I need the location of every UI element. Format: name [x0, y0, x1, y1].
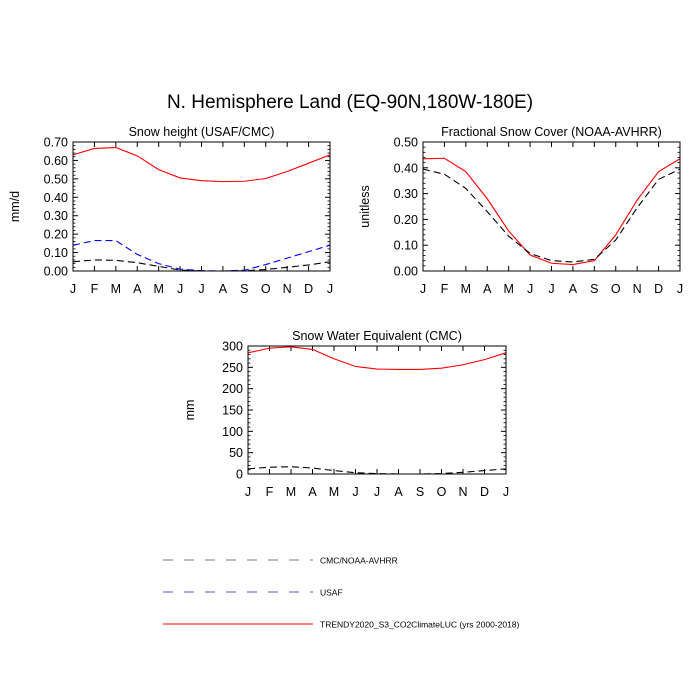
- x-tick-label: N: [633, 282, 642, 296]
- y-tick-label: 0: [236, 468, 243, 482]
- x-tick-label: M: [461, 282, 471, 296]
- y-tick-label: 100: [222, 425, 243, 439]
- chart-panel-3: Snow Water Equivalent (CMC) 0 50 100 150 200 2…: [183, 329, 509, 499]
- x-tick-label: S: [416, 485, 424, 499]
- x-tick-label: M: [286, 485, 296, 499]
- x-tick-label: O: [611, 282, 621, 296]
- x-tick-label: S: [240, 282, 248, 296]
- x-tick-label: D: [304, 282, 313, 296]
- x-tick-label: J: [352, 485, 358, 499]
- chart-panels: Snow height (USAF/CMC) 0.00 0.10 0.20 0.30 0.…: [8, 125, 683, 499]
- y-tick-label: 0.00: [44, 265, 68, 279]
- y-tick-label: 0.50: [44, 172, 68, 186]
- y-axis-label: mm: [183, 400, 197, 421]
- y-axis-label: mm/d: [8, 191, 22, 222]
- x-tick-label: M: [329, 485, 339, 499]
- legend-label: USAF: [320, 588, 343, 598]
- x-tick-label: J: [70, 282, 76, 296]
- chart-title: Snow height (USAF/CMC): [129, 125, 275, 139]
- x-tick-label: J: [245, 485, 251, 499]
- series-line-trendy2020-s3-co2climateluc-yrs-2000-2018: [422, 157, 681, 266]
- y-tick-label: 0.30: [394, 187, 418, 201]
- x-tick-label: J: [527, 282, 533, 296]
- chart-title: Snow Water Equivalent (CMC): [292, 329, 462, 343]
- series-line-cmc-noaa-avhrr: [422, 168, 681, 263]
- x-tick-label: O: [437, 485, 447, 499]
- x-tick-label: A: [133, 282, 142, 296]
- y-tick-label: 200: [222, 382, 243, 396]
- x-tick-label: M: [503, 282, 513, 296]
- x-tick-label: A: [569, 282, 578, 296]
- x-tick-label: J: [327, 282, 333, 296]
- y-axis-label: unitless: [358, 185, 372, 227]
- x-tick-label: J: [420, 282, 426, 296]
- y-tick-label: 0.10: [394, 239, 418, 253]
- series-line-cmc-noaa-avhrr: [247, 466, 507, 475]
- x-tick-label: J: [374, 485, 380, 499]
- x-tick-label: N: [283, 282, 292, 296]
- x-tick-label: N: [458, 485, 467, 499]
- chart-title: Fractional Snow Cover (NOAA-AVHRR): [441, 125, 662, 139]
- y-tick-label: 0.30: [44, 209, 68, 223]
- plot-frame: [72, 141, 331, 272]
- x-tick-label: A: [394, 485, 403, 499]
- y-tick-label: 0.40: [44, 191, 68, 205]
- x-tick-label: J: [677, 282, 683, 296]
- x-tick-label: M: [111, 282, 121, 296]
- chart-panel-1: Snow height (USAF/CMC) 0.00 0.10 0.20 0.30 0.…: [8, 125, 333, 296]
- x-tick-label: F: [91, 282, 99, 296]
- x-tick-label: A: [483, 282, 492, 296]
- legend-label: CMC/NOAA-AVHRR: [320, 556, 398, 566]
- x-tick-label: M: [153, 282, 163, 296]
- series-line-trendy2020-s3-co2climateluc-yrs-2000-2018: [72, 146, 331, 183]
- x-tick-label: J: [198, 282, 204, 296]
- y-tick-label: 50: [229, 446, 243, 460]
- chart-panel-2: Fractional Snow Cover (NOAA-AVHRR) 0.00 0.…: [358, 125, 683, 296]
- y-tick-label: 0.20: [44, 228, 68, 242]
- series-line-cmc-noaa-avhrr: [72, 259, 331, 272]
- figure-title: N. Hemisphere Land (EQ-90N,180W-180E): [167, 92, 533, 113]
- x-tick-label: A: [308, 485, 317, 499]
- x-tick-label: F: [441, 282, 449, 296]
- y-tick-label: 0.50: [394, 136, 418, 150]
- x-tick-label: A: [219, 282, 228, 296]
- x-tick-label: O: [261, 282, 271, 296]
- x-tick-label: D: [654, 282, 663, 296]
- legend: CMC/NOAA-AVHRR USAF TRENDY2020_S3_CO2Clima…: [163, 556, 520, 630]
- y-tick-label: 300: [222, 340, 243, 354]
- y-tick-label: 0.40: [394, 161, 418, 175]
- plot-frame: [247, 345, 507, 475]
- x-tick-label: J: [177, 282, 183, 296]
- y-tick-label: 0.00: [394, 265, 418, 279]
- y-tick-label: 0.20: [394, 213, 418, 227]
- y-tick-label: 0.10: [44, 246, 68, 260]
- x-tick-label: F: [266, 485, 274, 499]
- x-tick-label: J: [548, 282, 554, 296]
- plot-frame: [422, 141, 681, 272]
- series-line-trendy2020-s3-co2climateluc-yrs-2000-2018: [247, 346, 507, 371]
- y-tick-label: 250: [222, 361, 243, 375]
- y-tick-label: 0.60: [44, 154, 68, 168]
- x-tick-label: S: [590, 282, 598, 296]
- y-tick-label: 0.70: [44, 136, 68, 150]
- x-tick-label: D: [480, 485, 489, 499]
- y-tick-label: 150: [222, 404, 243, 418]
- legend-label: TRENDY2020_S3_CO2ClimateLUC (yrs 2000-20…: [320, 620, 520, 630]
- x-tick-label: J: [503, 485, 509, 499]
